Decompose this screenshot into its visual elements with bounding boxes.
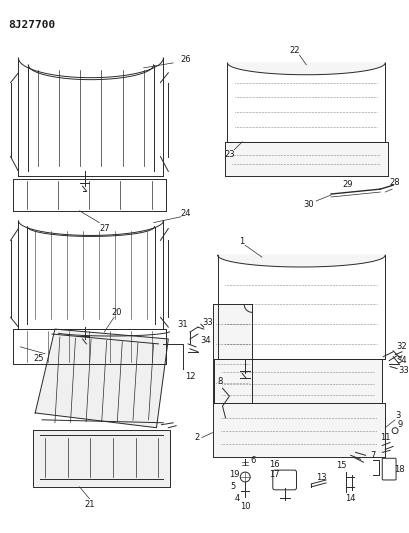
Text: 1: 1 <box>238 237 244 246</box>
Text: 14: 14 <box>346 494 356 503</box>
Text: 21: 21 <box>84 500 94 509</box>
Text: 17: 17 <box>270 470 280 479</box>
Text: 7: 7 <box>371 451 376 460</box>
Text: 3: 3 <box>396 411 401 421</box>
Polygon shape <box>35 329 169 427</box>
Text: 33: 33 <box>202 318 213 327</box>
Text: 6: 6 <box>250 456 256 465</box>
Polygon shape <box>213 359 382 403</box>
Polygon shape <box>218 255 385 267</box>
Text: 15: 15 <box>336 461 346 470</box>
Text: 2: 2 <box>194 433 200 442</box>
Text: 13: 13 <box>316 472 326 481</box>
Polygon shape <box>213 304 252 403</box>
Text: 34: 34 <box>397 356 407 365</box>
Text: 25: 25 <box>33 354 43 363</box>
Text: 11: 11 <box>380 433 391 442</box>
Text: 33: 33 <box>399 366 409 375</box>
Text: 28: 28 <box>390 177 400 187</box>
Text: 4: 4 <box>235 494 240 503</box>
Text: 16: 16 <box>270 459 280 469</box>
Polygon shape <box>213 403 385 457</box>
Text: 27: 27 <box>99 224 110 233</box>
Polygon shape <box>225 142 388 176</box>
Text: 10: 10 <box>240 502 250 511</box>
Text: 12: 12 <box>185 372 195 381</box>
Text: 8: 8 <box>217 377 222 386</box>
Text: 19: 19 <box>229 470 240 479</box>
Text: 22: 22 <box>289 46 300 54</box>
Text: 18: 18 <box>394 465 405 474</box>
Text: 29: 29 <box>342 180 353 189</box>
Text: 31: 31 <box>178 320 189 329</box>
Text: 9: 9 <box>398 420 402 429</box>
Text: 24: 24 <box>181 209 191 218</box>
Text: 30: 30 <box>303 200 314 209</box>
Text: 23: 23 <box>224 150 235 159</box>
Text: 5: 5 <box>231 482 236 491</box>
Text: 20: 20 <box>112 308 122 317</box>
Text: 26: 26 <box>181 55 191 64</box>
Text: 34: 34 <box>200 336 211 345</box>
Polygon shape <box>227 63 385 75</box>
Polygon shape <box>33 430 170 487</box>
Text: 32: 32 <box>397 342 407 351</box>
Text: 8J27700: 8J27700 <box>9 20 56 30</box>
